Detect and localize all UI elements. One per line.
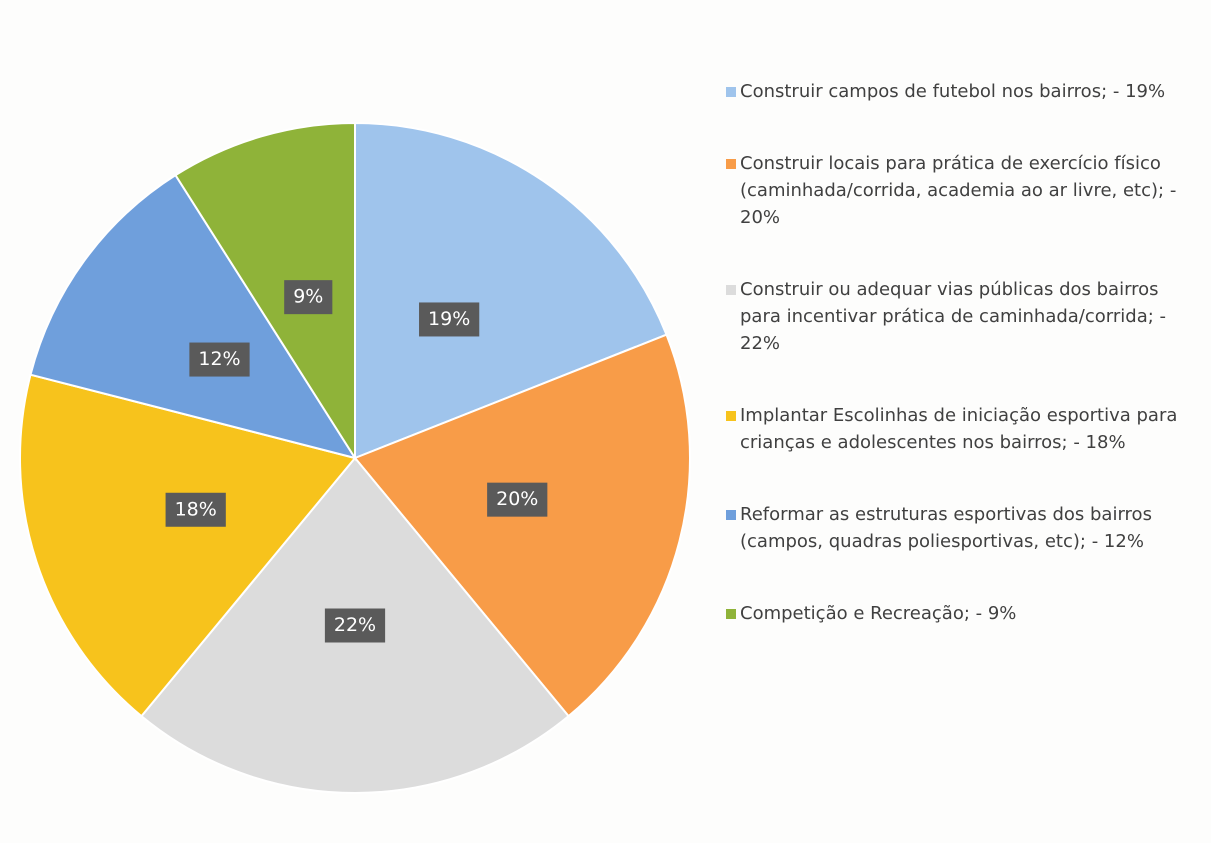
- legend-item: Construir campos de futebol nos bairros;…: [726, 78, 1196, 105]
- data-label: 9%: [284, 280, 333, 315]
- data-label-text: 19%: [428, 308, 470, 330]
- data-label: 12%: [189, 342, 250, 377]
- legend-item: Reformar as estruturas esportivas dos ba…: [726, 501, 1196, 555]
- pie-slice: [19, 373, 357, 718]
- legend-text: Construir locais para prática de exercíc…: [740, 153, 1177, 228]
- legend-swatch: [726, 285, 736, 295]
- data-label-text: 18%: [175, 498, 217, 520]
- data-label-text: 9%: [293, 286, 323, 308]
- data-label-text: 22%: [334, 614, 376, 636]
- legend-item: Construir locais para prática de exercíc…: [726, 150, 1196, 231]
- data-label: 22%: [324, 608, 386, 643]
- data-label: 20%: [487, 482, 548, 517]
- data-label-box: [324, 608, 386, 643]
- data-label-box: [165, 492, 226, 527]
- legend-swatch: [726, 510, 736, 520]
- data-label: 19%: [419, 302, 480, 337]
- pie-slice: [354, 121, 668, 460]
- legend-text: Construir campos de futebol nos bairros;…: [740, 81, 1166, 102]
- legend-text: Implantar Escolinhas de iniciação esport…: [740, 405, 1178, 453]
- legend-item: Construir ou adequar vias públicas dos b…: [726, 276, 1196, 357]
- legend-text: Construir ou adequar vias públicas dos b…: [740, 279, 1167, 354]
- legend-swatch: [726, 609, 736, 619]
- legend-swatch: [726, 411, 736, 421]
- data-label-box: [284, 280, 333, 315]
- data-label-box: [419, 302, 480, 337]
- data-label-text: 12%: [198, 348, 240, 370]
- data-label-box: [487, 482, 548, 517]
- legend-swatch: [726, 159, 736, 169]
- legend-item: Implantar Escolinhas de iniciação esport…: [726, 402, 1196, 456]
- data-label: 18%: [165, 492, 226, 527]
- pie-slice: [29, 173, 358, 460]
- data-label-box: [189, 342, 250, 377]
- legend-swatch: [726, 87, 736, 97]
- data-label-text: 20%: [496, 488, 538, 510]
- legend: Construir campos de futebol nos bairros;…: [726, 78, 1196, 672]
- legend-item: Competição e Recreação; - 9%: [726, 600, 1196, 627]
- pie-slice: [353, 333, 691, 718]
- legend-text: Reformar as estruturas esportivas dos ba…: [740, 504, 1152, 552]
- legend-text: Competição e Recreação; - 9%: [740, 603, 1017, 624]
- pie-slice: [174, 121, 356, 462]
